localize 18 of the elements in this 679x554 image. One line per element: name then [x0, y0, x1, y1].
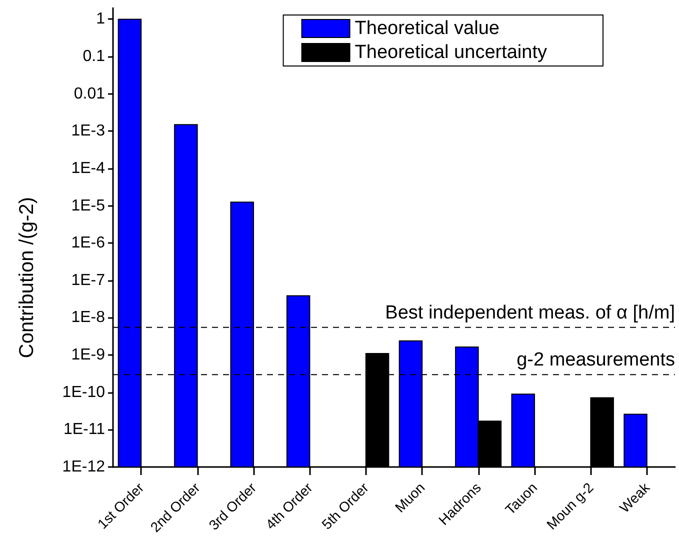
y-axis-title: Contribution /(g-2) [16, 196, 38, 358]
y-tick-label: 1E-12 [62, 458, 106, 476]
y-tick-label: 1E-9 [71, 346, 106, 364]
y-tick-label: 1E-11 [63, 421, 106, 438]
y-tick-label: 1E-8 [71, 309, 106, 326]
y-tick-label: 1 [96, 10, 106, 28]
y-tick-label: 1E-10 [62, 384, 106, 401]
y-tick-label: 1E-3 [71, 122, 106, 140]
y-tick-label: 1E-5 [71, 197, 106, 214]
y-tick-label: 1E-7 [71, 272, 106, 289]
legend-label: Theoretical value [354, 18, 500, 39]
ref-line-label: g-2 measurements [516, 350, 675, 371]
ref-line-label: Best independent meas. of α [h/m] [385, 302, 675, 324]
y-tick-label: 1E-4 [71, 160, 106, 177]
y-tick-label: 0.1 [82, 48, 106, 66]
legend-label: Theoretical uncertainty [354, 42, 548, 63]
y-tick-label: 1E-6 [71, 234, 106, 252]
y-tick-label: 0.01 [74, 85, 106, 102]
